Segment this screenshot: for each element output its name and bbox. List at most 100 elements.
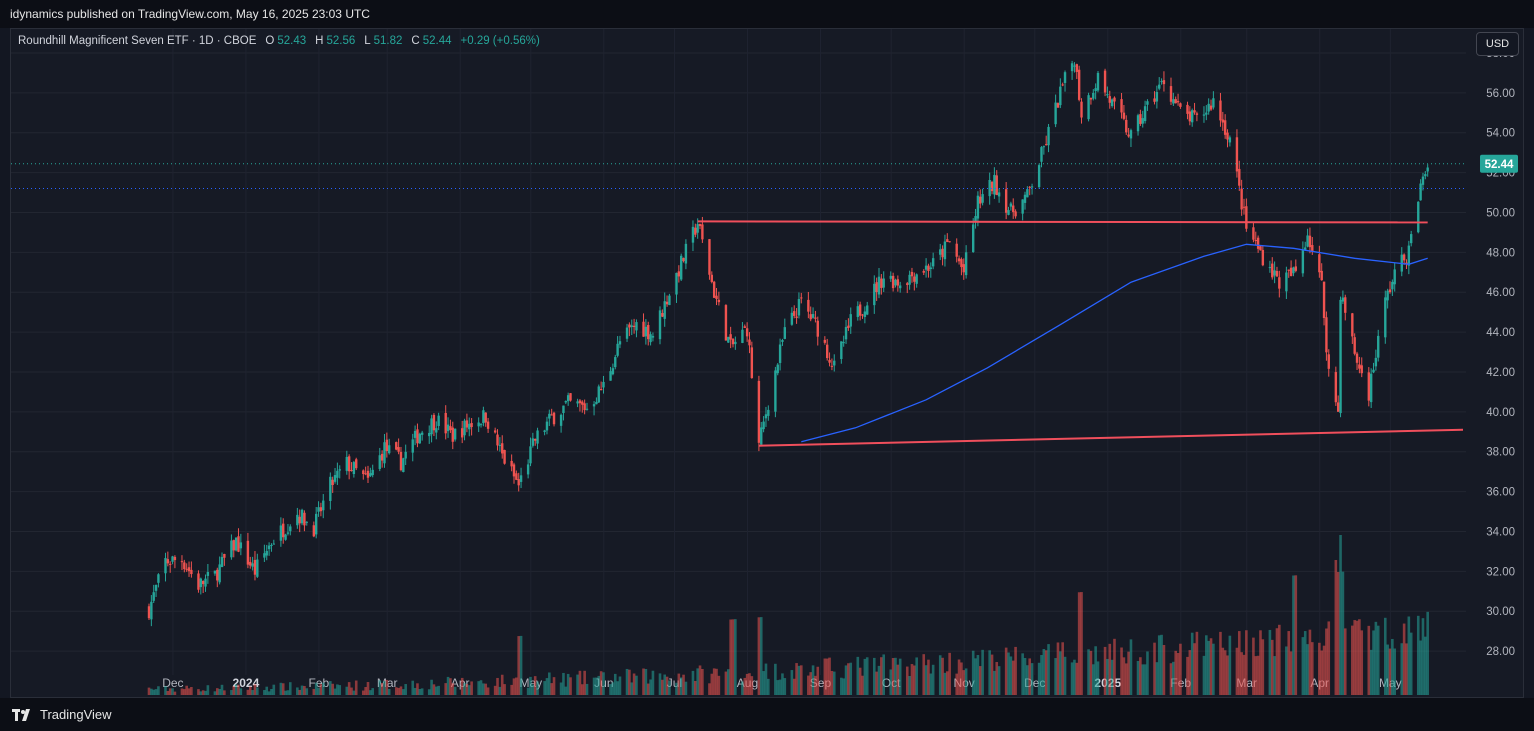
candle-body [1146,101,1149,105]
volume-bar [1056,642,1060,695]
volume-bar [446,676,450,695]
volume-bar [1376,625,1380,695]
candle-body [451,427,454,442]
volume-bar [1188,650,1192,695]
candle-body [1094,88,1097,92]
candle-body [976,195,980,219]
volume-bar [988,650,991,695]
volume-bar [569,677,572,695]
candle-body [364,473,367,475]
volume-bar [147,687,151,695]
candle-body [1320,270,1323,281]
volume-bar [790,670,794,695]
candle-body [783,327,787,339]
volume-bar [1124,663,1128,695]
candle-body [548,413,551,419]
volume-bar [361,690,365,695]
candle-body [1162,80,1166,85]
volume-bar [849,662,853,695]
candle-body [1155,92,1159,102]
candle-body [1037,165,1041,188]
volume-bar [945,671,949,695]
candle-body [383,442,386,464]
candle-body [477,422,480,427]
candle-body [300,509,304,524]
volume-bar [828,657,831,695]
candle-body [724,305,728,341]
candle-body [1374,357,1378,367]
candle-body [894,279,897,286]
candle-body [1407,245,1411,266]
candle-body [797,299,801,316]
volume-bar [875,671,878,695]
candle-body [910,271,914,277]
candle-body [658,310,662,340]
candle-body [931,258,935,267]
volume-bar [531,684,535,695]
candle-body [1073,65,1076,67]
volume-bar [256,687,259,695]
candle-body [913,276,916,282]
volume-bar [1358,619,1361,695]
price-chart[interactable]: 28.00 30.00 32.00 34.00 36.00 38.00 40.00 42.00… [11,29,1523,697]
candle-body [1339,299,1342,414]
currency-button[interactable]: USD [1476,32,1519,56]
candle-body [566,395,570,402]
candle-body [750,347,754,378]
volume-bar [1030,663,1034,695]
volume-bar [218,688,221,695]
candle-body [1202,114,1206,116]
candle-body [251,563,254,567]
candle-body [1261,249,1265,266]
candle-body [460,428,464,438]
y-tick-label: 38.00 [1486,447,1515,459]
candle-body [249,561,252,566]
volume-bar [369,690,372,695]
candle-body [510,460,513,467]
candle-body [213,570,217,574]
candle-body [614,357,617,368]
volume-bar [1421,618,1425,695]
candle-body [220,556,224,568]
moving-average-line [801,243,1428,443]
candle-body [1327,354,1330,369]
candle-body [632,325,636,327]
volume-bar [366,682,370,695]
candle-body [830,365,834,367]
volume-bar [1303,631,1307,695]
volume-bar [628,669,631,695]
volume-bar [550,683,553,695]
volume-bar [776,680,780,695]
volume-bar [1075,662,1079,695]
candle-body [908,274,911,285]
candle-body [816,320,819,337]
candle-body [270,545,273,547]
volume-bar [1129,639,1133,695]
candle-body [616,343,619,356]
volume-bar [465,684,469,695]
candle-body [1322,281,1326,319]
volume-bar [536,681,539,695]
volume-bar [1059,651,1062,695]
volume-bar [1235,647,1239,695]
volume-bar [646,683,650,695]
volume-bar [350,687,353,695]
volume-bar [913,665,916,695]
volume-bar [658,673,662,695]
candle-body [1092,92,1095,99]
candle-body [964,252,968,276]
volume-bar [644,669,648,695]
candle-body [1221,119,1225,123]
candle-body [1271,263,1274,278]
volume-bar [394,687,398,695]
volume-bar [484,683,488,695]
volume-bar [1334,560,1338,695]
candle-body [743,326,746,328]
candle-body [1268,267,1272,269]
volume-bar [223,690,226,695]
volume-bar [1023,657,1027,695]
volume-bar [743,677,747,695]
volume-bar [234,684,238,695]
volume-bar [493,685,497,695]
volume-bar [748,673,751,695]
